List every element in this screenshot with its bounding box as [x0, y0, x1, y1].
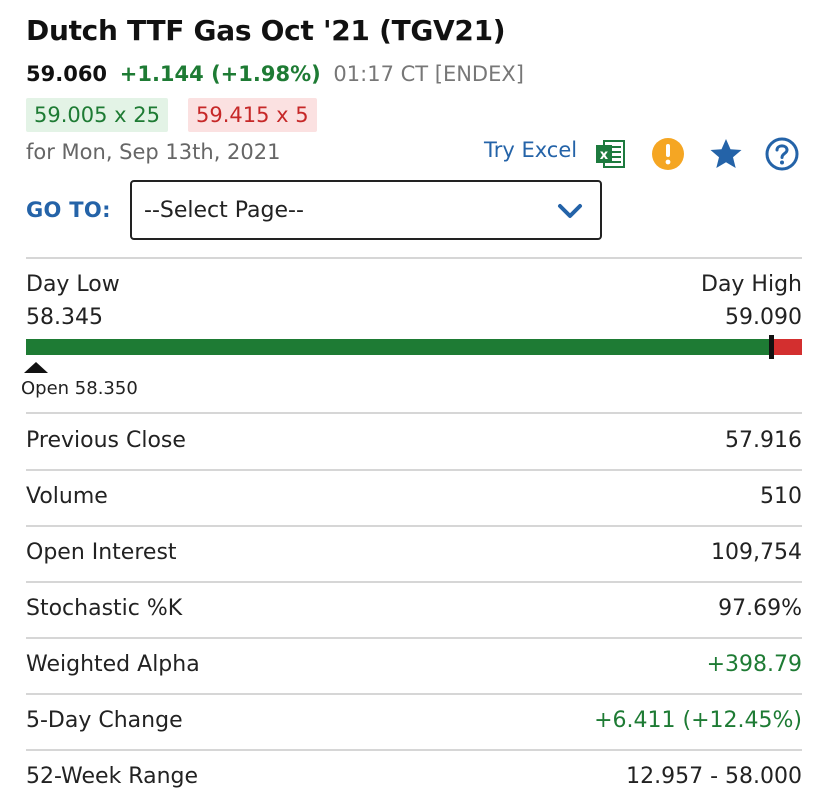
bid-badge: 59.005 x 25 — [26, 98, 168, 132]
svg-text:x: x — [600, 148, 609, 163]
divider — [26, 469, 802, 471]
chevron-down-icon — [558, 204, 582, 218]
stat-value: 12.957 - 58.000 — [626, 764, 802, 789]
day-low-label: Day Low — [26, 272, 120, 297]
select-page-value: --Select Page-- — [144, 198, 304, 223]
last-price-marker — [768, 335, 774, 359]
day-high-value: 59.090 — [725, 305, 802, 330]
stat-row: 5-Day Change +6.411 (+12.45%) — [26, 694, 802, 750]
quote-time-exchange: 01:17 CT [ENDEX] — [333, 62, 524, 86]
stat-row: Stochastic %K 97.69% — [26, 582, 802, 638]
stat-row: Open Interest 109,754 — [26, 526, 802, 582]
day-high-label: Day High — [701, 272, 802, 297]
stat-label: 52-Week Range — [26, 764, 199, 789]
quote-line: 59.060 +1.144 (+1.98%) 01:17 CT [ENDEX] — [26, 62, 524, 86]
page-title: Dutch TTF Gas Oct '21 (TGV21) — [26, 14, 506, 47]
divider — [26, 412, 802, 414]
stat-value: 57.916 — [725, 428, 802, 453]
stat-label: Open Interest — [26, 540, 177, 565]
stat-value: 510 — [760, 484, 802, 509]
stat-row: 52-Week Range 12.957 - 58.000 — [26, 750, 802, 806]
divider — [26, 693, 802, 695]
stat-row: Volume 510 — [26, 470, 802, 526]
day-low-value: 58.345 — [26, 305, 103, 330]
stat-value: 109,754 — [711, 540, 802, 565]
divider — [26, 525, 802, 527]
stat-value: +6.411 (+12.45%) — [594, 708, 802, 733]
stat-row: Previous Close 57.916 — [26, 414, 802, 470]
last-price: 59.060 — [26, 62, 108, 86]
stat-row: Weighted Alpha +398.79 — [26, 638, 802, 694]
day-range-bar — [26, 335, 802, 359]
day-range-fill — [26, 339, 771, 355]
try-excel-link[interactable]: Try Excel — [484, 138, 578, 162]
stat-label: Stochastic %K — [26, 596, 183, 621]
stat-value: +398.79 — [706, 652, 802, 677]
stat-label: Volume — [26, 484, 108, 509]
divider — [26, 749, 802, 751]
price-change: +1.144 (+1.98%) — [119, 62, 321, 86]
stat-label: Weighted Alpha — [26, 652, 200, 677]
quote-date: for Mon, Sep 13th, 2021 — [26, 140, 281, 164]
ask-badge: 59.415 x 5 — [188, 98, 317, 132]
stat-label: Previous Close — [26, 428, 186, 453]
goto-label: GO TO: — [26, 198, 111, 222]
divider — [26, 637, 802, 639]
stat-label: 5-Day Change — [26, 708, 183, 733]
divider — [26, 581, 802, 583]
excel-icon[interactable]: x — [592, 136, 628, 172]
star-icon[interactable] — [708, 136, 744, 172]
stat-value: 97.69% — [718, 596, 802, 621]
select-page-dropdown[interactable]: --Select Page-- — [130, 180, 602, 240]
alert-icon[interactable] — [650, 136, 686, 172]
open-price-marker — [24, 362, 49, 373]
help-icon[interactable] — [764, 136, 800, 172]
divider — [26, 257, 802, 259]
open-price-label: Open 58.350 — [21, 378, 138, 399]
